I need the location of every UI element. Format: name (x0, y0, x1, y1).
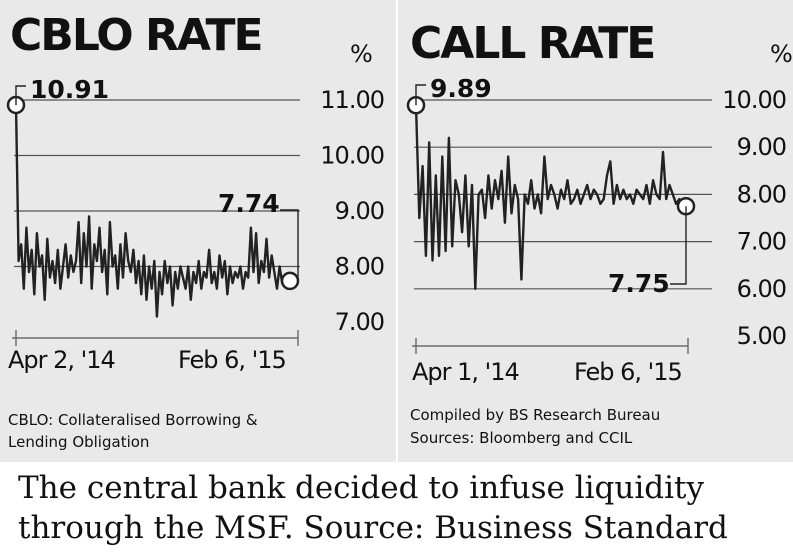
y-tick-label: 5.00 (737, 322, 786, 350)
x-tick-label-start: Apr 2, '14 (8, 346, 115, 374)
x-tick-label-start: Apr 1, '14 (412, 358, 519, 386)
note-line-2: Sources: Bloomberg and CCIL (410, 429, 633, 447)
annotations: 10.91 7.74 (15, 75, 299, 281)
y-tick-label: 9.00 (737, 133, 786, 161)
caption: The central bank decided to infuse liqui… (18, 468, 788, 548)
callout-bracket (415, 84, 426, 106)
callout-bracket (280, 209, 299, 281)
latest-value-label: 7.75 (608, 269, 670, 298)
note-line-1: CBLO: Collateralised Borrowing & (8, 411, 258, 429)
y-tick-label: 7.00 (335, 308, 384, 336)
y-tick-label: 8.00 (335, 253, 384, 281)
call-rate-chart-panel: CALL RATE % 10.00 9.00 8.00 7.00 6.00 5.00 Ap… (398, 0, 793, 462)
chart-title: CBLO RATE (10, 10, 262, 61)
y-tick-label: 7.00 (737, 228, 786, 256)
callout-bracket (670, 206, 687, 285)
y-tick-label: 8.00 (737, 180, 786, 208)
x-tick-label-end: Feb 6, '15 (574, 358, 682, 386)
call-rate-chart: CALL RATE % 10.00 9.00 8.00 7.00 6.00 5.00 Ap… (406, 18, 793, 447)
unit-label: % (770, 40, 793, 68)
peak-value-label: 9.89 (430, 74, 492, 103)
latest-value-label: 7.74 (218, 189, 280, 218)
series-line (414, 105, 687, 290)
note-line-1: Compiled by BS Research Bureau (410, 406, 660, 424)
callout-bracket (15, 85, 26, 105)
x-tick-label-end: Feb 6, '15 (178, 346, 286, 374)
call-rate-series (406, 95, 696, 290)
y-tick-labels: 11.00 10.00 9.00 8.00 7.00 (320, 86, 385, 336)
y-tick-label: 9.00 (335, 197, 384, 225)
caption-line-2: through the MSF. Source: Business Standa… (18, 510, 728, 546)
y-tick-label: 6.00 (737, 275, 786, 303)
peak-value-label: 10.91 (30, 75, 109, 104)
note-line-2: Lending Obligation (8, 433, 149, 451)
cblo-chart-panel: CBLO RATE % 11.00 10.00 9.00 8.00 7.00 Apr 2… (0, 0, 396, 462)
y-tick-label: 11.00 (320, 86, 384, 114)
chart-title: CALL RATE (410, 18, 654, 69)
cblo-rate-chart: CBLO RATE % 11.00 10.00 9.00 8.00 7.00 Apr 2… (6, 10, 385, 451)
y-tick-labels: 10.00 9.00 8.00 7.00 6.00 5.00 (722, 86, 787, 350)
end-marker (280, 271, 300, 291)
series-line (14, 104, 292, 318)
unit-label: % (350, 40, 373, 68)
annotations: 9.89 7.75 (415, 74, 687, 298)
caption-line-1: The central bank decided to infuse liqui… (18, 470, 705, 506)
y-tick-label: 10.00 (320, 142, 384, 170)
y-tick-label: 10.00 (722, 86, 786, 114)
cblo-series (6, 95, 300, 318)
